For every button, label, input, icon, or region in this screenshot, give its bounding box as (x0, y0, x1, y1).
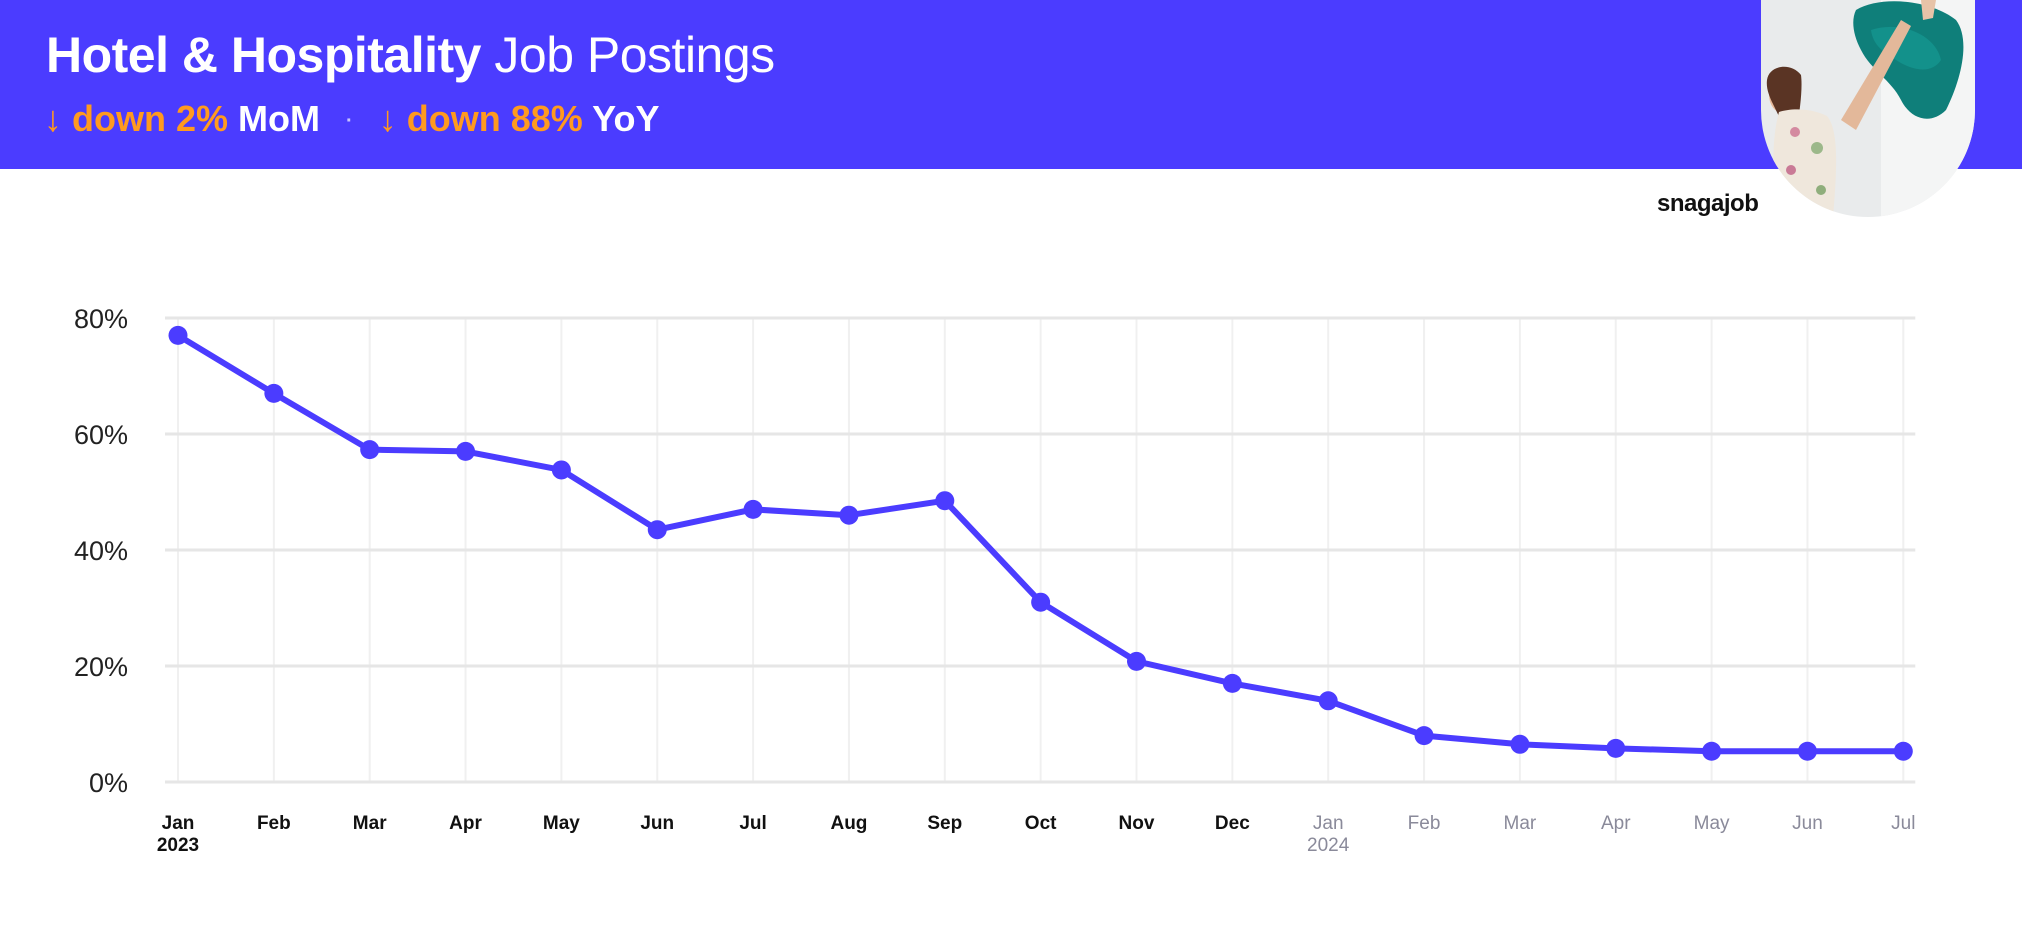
data-point (1606, 738, 1626, 758)
x-tick-label: Feb (257, 813, 291, 834)
x-tick-label: Oct (1025, 813, 1057, 834)
title-light: Job Postings (494, 27, 775, 83)
data-point (1222, 673, 1242, 693)
data-point (360, 440, 380, 460)
x-tick-label: Apr (449, 813, 482, 834)
data-point (1702, 741, 1722, 761)
x-year-label: 2024 (1307, 835, 1350, 856)
down-arrow-icon: ↓ (378, 98, 397, 139)
data-point (1414, 726, 1434, 746)
x-tick-label: Jan (1313, 813, 1344, 834)
data-point (839, 505, 859, 525)
x-tick-label: May (1694, 813, 1730, 834)
x-tick-label: Nov (1119, 813, 1155, 834)
data-point (456, 441, 476, 461)
yoy-change: down 88% (406, 98, 583, 139)
data-point (1893, 741, 1913, 761)
x-tick-label: Dec (1215, 813, 1250, 834)
x-tick-label: Sep (927, 813, 962, 834)
header-banner (0, 0, 2022, 169)
x-tick-label: Apr (1601, 813, 1631, 834)
y-tick-label: 60% (74, 420, 128, 450)
data-point (1318, 691, 1338, 711)
data-point (264, 383, 284, 403)
data-point (1797, 741, 1817, 761)
data-point (168, 325, 188, 345)
data-point (551, 460, 571, 480)
change-summary: ↓ down 2% MoM · ↓ down 88% YoY (44, 98, 659, 140)
y-tick-label: 20% (74, 652, 128, 682)
y-tick-label: 80% (74, 304, 128, 334)
title-bold: Hotel & Hospitality (46, 27, 481, 83)
data-point (647, 520, 667, 540)
y-tick-label: 0% (89, 768, 128, 798)
x-tick-label: Mar (353, 813, 387, 834)
data-point (743, 499, 763, 519)
mom-change: down 2% (72, 98, 229, 139)
x-year-label: 2023 (157, 835, 199, 856)
x-tick-label: Jul (739, 813, 766, 834)
down-arrow-icon: ↓ (44, 98, 62, 139)
x-tick-label: Aug (830, 813, 867, 834)
x-tick-label: Jul (1891, 813, 1915, 834)
x-tick-label: Feb (1408, 813, 1441, 834)
x-tick-label: Jun (640, 813, 674, 834)
x-tick-label: Mar (1504, 813, 1537, 834)
mom-label: MoM (238, 98, 321, 139)
snagajob-logo: snagajob (1657, 190, 1759, 217)
x-tick-label: Jan (162, 813, 195, 834)
data-point (935, 491, 955, 511)
data-point (1031, 592, 1051, 612)
x-tick-label: May (543, 813, 580, 834)
yoy-label: YoY (592, 98, 660, 139)
page-title: Hotel & Hospitality Job Postings (46, 26, 775, 84)
x-tick-label: Jun (1792, 813, 1823, 834)
data-point (1127, 651, 1146, 671)
data-point (1510, 734, 1530, 754)
y-tick-label: 40% (74, 536, 128, 566)
separator-dot: · (346, 109, 353, 132)
